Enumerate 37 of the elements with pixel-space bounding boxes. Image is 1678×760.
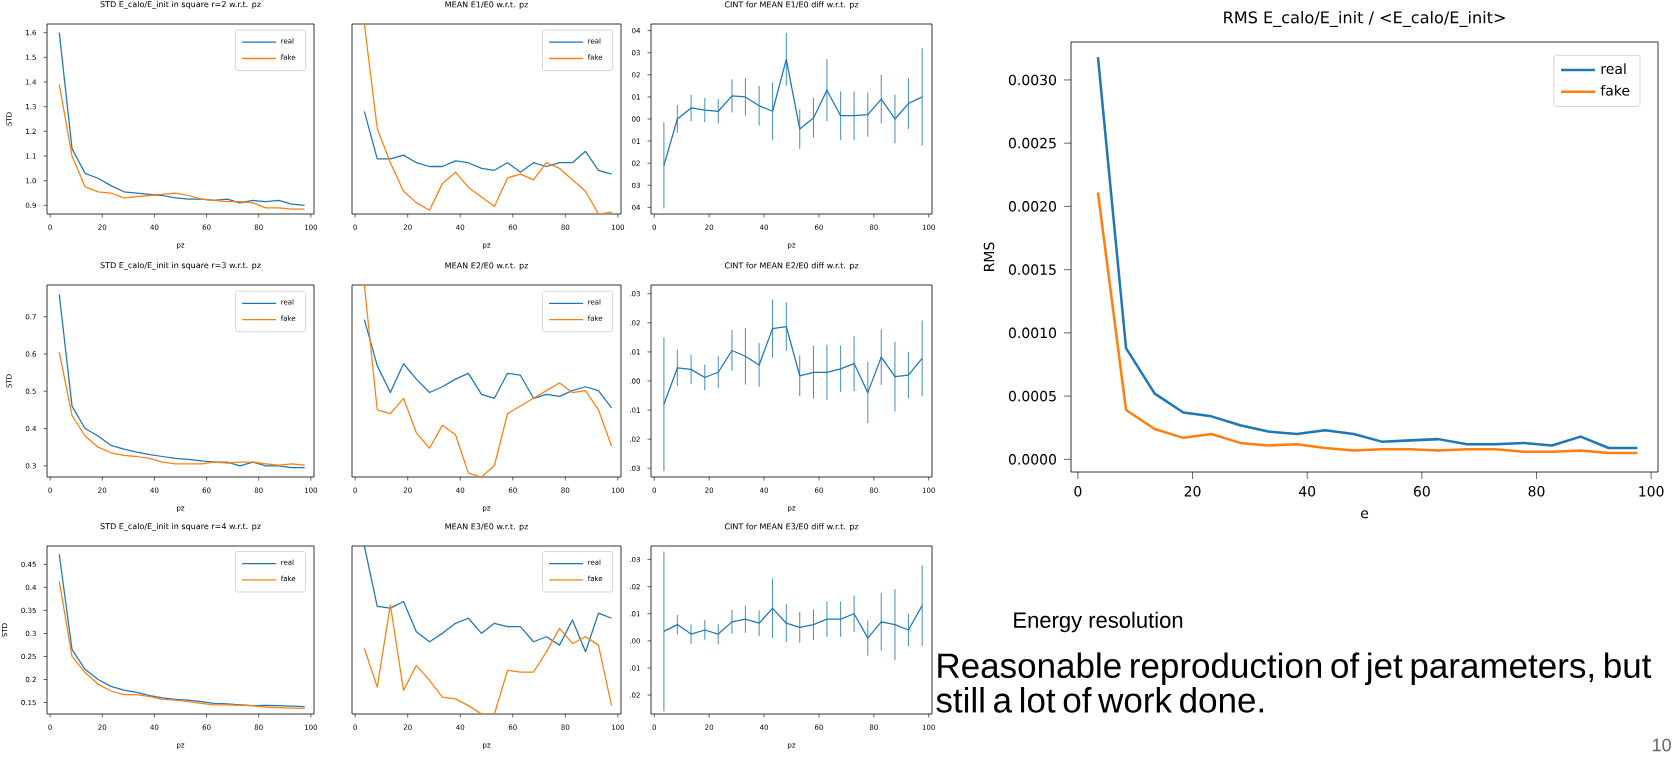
chart-title: RMS E_calo/E_init / <E_calo/E_init> bbox=[1224, 10, 1505, 27]
x-tick-label: 0 bbox=[1074, 486, 1082, 497]
y-tick-label: 0.0010 bbox=[1008, 327, 1057, 339]
text: Energy resolution bbox=[1014, 611, 1183, 633]
chart-title: STD E_calo/E_init in square r=4 w.r.t. pz bbox=[100, 523, 261, 532]
chart-title: CINT for MEAN E2/E0 diff w.r.t. pz bbox=[724, 262, 859, 270]
chart-title: CINT for MEAN E3/E0 diff w.r.t. pz bbox=[724, 523, 859, 531]
legend-label: real bbox=[1601, 63, 1626, 75]
line-series bbox=[58, 83, 306, 210]
y-tick-label: 0.0005 bbox=[1008, 390, 1056, 402]
chart-title: MEAN E1/E0 w.r.t. pz bbox=[445, 1, 529, 9]
x-tick-label: 100 bbox=[1639, 486, 1664, 497]
line-series bbox=[58, 293, 306, 469]
chart-title: STD E_calo/E_init in square r=3 w.r.t. pz bbox=[100, 262, 261, 271]
line-series bbox=[58, 580, 306, 710]
y-tick-label: 0.0000 bbox=[1008, 454, 1057, 465]
x-tick-label: 20 bbox=[1184, 486, 1201, 497]
chart-title: CINT for MEAN E1/E0 diff w.r.t. pz bbox=[724, 1, 859, 9]
line-series bbox=[1096, 191, 1639, 455]
chart-title: STD E_calo/E_init in square r=2 w.r.t. pz bbox=[100, 1, 261, 9]
y-tick-label: 0.0030 bbox=[1008, 74, 1057, 86]
text: Reasonable reproduction of jet parameters, but still a lot of work done. bbox=[936, 652, 1652, 713]
line-series bbox=[58, 553, 306, 708]
chart-title: MEAN E2/E0 w.r.t. pz bbox=[445, 262, 529, 270]
legend-label: fake bbox=[1600, 84, 1630, 96]
x-axis-title: e bbox=[1360, 510, 1369, 519]
line-series bbox=[58, 32, 306, 206]
y-tick-label: 0.0015 bbox=[1008, 264, 1056, 275]
y-tick-label: 0.0025 bbox=[1008, 137, 1056, 149]
x-tick-label: 40 bbox=[1298, 486, 1316, 497]
x-tick-label: 60 bbox=[1413, 486, 1430, 497]
x-tick-label: 80 bbox=[1528, 486, 1545, 497]
text: 10 bbox=[1652, 738, 1671, 752]
line-series bbox=[1096, 55, 1639, 450]
chart-title: MEAN E3/E0 w.r.t. pz bbox=[445, 523, 529, 531]
y-axis-title: RMS bbox=[983, 242, 995, 271]
y-tick-label: 0.0020 bbox=[1008, 201, 1057, 212]
